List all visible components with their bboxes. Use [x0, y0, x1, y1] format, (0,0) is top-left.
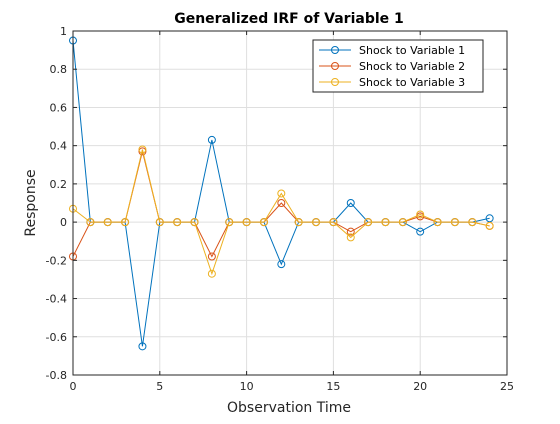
y-tick-label: -0.6 — [46, 331, 67, 344]
series-1-point — [346, 199, 355, 207]
legend-label-3: Shock to Variable 3 — [359, 76, 465, 89]
series-3-point — [121, 218, 130, 227]
axes-box — [72, 30, 508, 376]
y-tick-label: 1 — [60, 25, 67, 38]
series-3-point — [398, 218, 407, 227]
y-tick-label: 0 — [60, 216, 67, 229]
series-3-point — [329, 218, 338, 227]
legend: Shock to Variable 1 Shock to Variable 2 Sh… — [312, 39, 484, 93]
series-line-3 — [72, 149, 490, 276]
series-1-point — [138, 342, 147, 351]
y-axis-label: Response — [23, 169, 39, 236]
series-1-point — [485, 214, 494, 223]
series-3-point — [173, 218, 182, 227]
series-3-point — [312, 218, 321, 227]
y-tick-label: -0.4 — [46, 293, 67, 306]
legend-label-2: Shock to Variable 2 — [359, 60, 465, 73]
legend-label-1: Shock to Variable 1 — [359, 44, 465, 57]
x-axis-label: Observation Time — [227, 400, 351, 416]
series-3-point — [346, 233, 355, 242]
y-tick-label: 0.6 — [50, 101, 68, 114]
x-tick-label: 0 — [70, 380, 77, 393]
plot-area: 0 5 10 15 20 25 -0.8 -0.6 -0.4 -0.2 0 0.2 0.4 0.6 0.8 1… — [46, 25, 514, 393]
series-3-point — [416, 210, 425, 219]
legend-marker-3 — [331, 78, 339, 86]
x-tick-label: 5 — [156, 380, 163, 393]
series-2-point — [207, 252, 216, 261]
x-tick-label: 25 — [500, 380, 514, 393]
series-3-point — [468, 218, 477, 227]
series-1-point — [416, 227, 425, 236]
y-tick-label: 0.2 — [50, 178, 68, 191]
series-3-point — [103, 218, 112, 227]
series-2-point — [346, 227, 355, 236]
series-3-point — [433, 218, 442, 227]
series-3-point — [138, 145, 147, 154]
series-3-point — [294, 218, 303, 227]
series-3-point — [225, 218, 234, 227]
series-3-point — [259, 218, 268, 227]
legend-marker-2 — [331, 62, 339, 70]
legend-marker-1 — [331, 46, 339, 54]
series-3-point — [277, 189, 286, 198]
y-tick-label: -0.8 — [46, 369, 67, 382]
series-line-1 — [72, 40, 490, 347]
series-2-point — [277, 199, 286, 207]
y-tick-label: 0.8 — [50, 63, 68, 76]
series-3-point — [364, 218, 373, 227]
series-3-point — [86, 218, 95, 227]
series-1-point — [207, 135, 216, 144]
x-tick-label: 15 — [326, 380, 340, 393]
x-tick-label: 20 — [413, 380, 427, 393]
series-3-point — [450, 218, 459, 227]
series-3-point — [242, 218, 251, 227]
series-3-point — [155, 218, 164, 227]
series-1-point — [277, 260, 286, 269]
chart-title: Generalized IRF of Variable 1 — [174, 11, 404, 27]
y-tick-label: 0.4 — [50, 140, 68, 153]
x-tick-label: 10 — [240, 380, 254, 393]
y-tick-label: -0.2 — [46, 254, 67, 267]
series-3-point — [381, 218, 390, 227]
series-3-point — [190, 218, 199, 227]
series-3-point — [207, 269, 216, 278]
series-3-point — [485, 221, 494, 230]
